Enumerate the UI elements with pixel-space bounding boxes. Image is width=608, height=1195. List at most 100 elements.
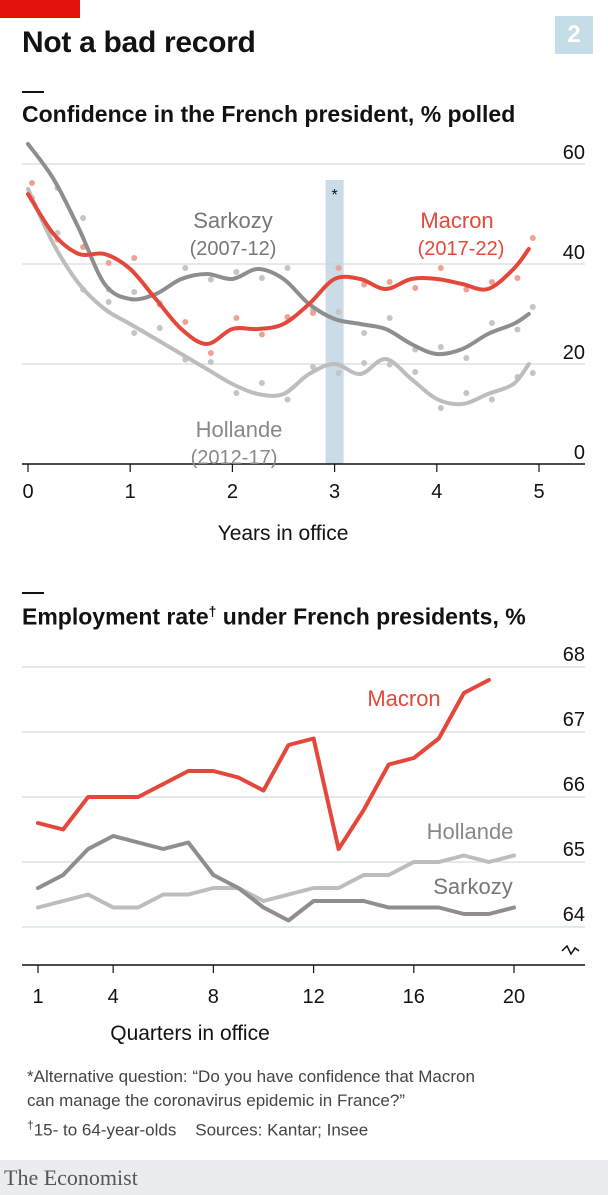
confidence-chart: * 0 20 40 60 0 1 2 3 4 5 Years in office Sarkozy (200… bbox=[22, 142, 585, 545]
x-tick-label: 1 bbox=[125, 481, 136, 503]
poll-dot bbox=[258, 275, 265, 281]
chart-card: Not a bad record 2 Confidence in the Fre… bbox=[0, 0, 593, 1143]
employment-subtitle: Employment rate† under French presidents… bbox=[22, 603, 526, 631]
band-asterisk: * bbox=[331, 187, 337, 204]
x-tick-label: 16 bbox=[403, 986, 425, 1008]
poll-dot bbox=[284, 396, 291, 403]
poll-dot bbox=[386, 279, 393, 285]
employment-chart: 64 65 66 67 68 1 4 8 12 16 20 Quarters in office Mac… bbox=[22, 644, 585, 1045]
poll-dot bbox=[207, 359, 214, 365]
poll-dot bbox=[105, 260, 112, 266]
poll-dot bbox=[156, 325, 163, 331]
x-tick-label: 20 bbox=[503, 986, 525, 1008]
poll-dot bbox=[529, 370, 536, 376]
poll-dot bbox=[361, 360, 368, 366]
poll-dot bbox=[514, 326, 521, 333]
footnote-line-2: can manage the coronavirus epidemic in F… bbox=[27, 1091, 405, 1110]
poll-dot bbox=[182, 265, 189, 271]
line-macron bbox=[26, 192, 531, 347]
poll-dot bbox=[386, 315, 393, 321]
x-tick-label: 8 bbox=[208, 986, 219, 1008]
y-tick-label: 65 bbox=[563, 839, 585, 861]
poll-dot bbox=[207, 276, 214, 283]
line-macron bbox=[36, 678, 491, 851]
poll-dot bbox=[529, 304, 536, 310]
employment-subtitle-main: Employment rate bbox=[22, 603, 209, 630]
x-tick-label: 5 bbox=[533, 481, 544, 503]
poll-dot bbox=[131, 289, 138, 295]
y-tick-label: 0 bbox=[574, 442, 585, 464]
footnotes: *Alternative question: “Do you have conf… bbox=[27, 1065, 587, 1143]
x-tick-label: 4 bbox=[431, 481, 442, 503]
employment-subtitle-rest: under French presidents, % bbox=[216, 603, 526, 630]
footnote-sources: 15- to 64-year-olds Sources: Kantar; Ins… bbox=[33, 1120, 369, 1140]
poll-dot bbox=[335, 370, 342, 376]
poll-dot bbox=[463, 390, 470, 396]
line-hollande bbox=[36, 853, 516, 910]
poll-dot bbox=[105, 299, 112, 305]
footnote-mark: † bbox=[27, 1118, 34, 1132]
x-tick-label: 1 bbox=[32, 986, 43, 1008]
x-tick-label: 3 bbox=[329, 481, 340, 503]
poll-dot bbox=[463, 286, 470, 293]
label-hollande-years: (2012-17) bbox=[191, 447, 278, 469]
poll-dot bbox=[233, 390, 240, 396]
y-tick-label: 66 bbox=[563, 774, 585, 796]
confidence-subtitle: Confidence in the French president, % po… bbox=[22, 101, 516, 127]
poll-dot bbox=[335, 309, 342, 315]
poll-dot bbox=[529, 235, 536, 241]
label-macron-years: (2017-22) bbox=[418, 238, 505, 260]
y-tick-label: 40 bbox=[563, 242, 585, 264]
poll-dot bbox=[514, 275, 521, 281]
x-axis-label: Quarters in office bbox=[110, 1022, 270, 1045]
poll-dot bbox=[258, 380, 265, 386]
poll-dot bbox=[488, 320, 495, 326]
poll-dot bbox=[437, 265, 444, 271]
poll-dot bbox=[463, 355, 470, 361]
poll-dot bbox=[80, 215, 87, 221]
y-tick-label: 60 bbox=[563, 142, 585, 164]
y-tick-label: 67 bbox=[563, 709, 585, 731]
line-sarkozy bbox=[36, 834, 516, 923]
label-sarkozy: Sarkozy bbox=[433, 874, 512, 899]
chart-title: Not a bad record bbox=[22, 26, 256, 59]
red-tag bbox=[0, 0, 80, 18]
footnote-line-3: †15- to 64-year-olds Sources: Kantar; In… bbox=[27, 1113, 587, 1143]
poll-dot bbox=[233, 315, 240, 321]
label-sarkozy: Sarkozy bbox=[193, 208, 272, 233]
x-tick-label: 0 bbox=[22, 481, 33, 503]
poll-dot bbox=[310, 310, 317, 316]
section-rule-2 bbox=[22, 592, 44, 594]
poll-dot bbox=[131, 330, 138, 336]
x-tick-label: 2 bbox=[227, 481, 238, 503]
y-tick-label: 68 bbox=[563, 644, 585, 666]
line-hollande bbox=[26, 187, 531, 407]
poll-dot bbox=[207, 350, 214, 356]
y-tick-label: 64 bbox=[563, 904, 585, 926]
poll-dot bbox=[412, 285, 419, 291]
poll-dot bbox=[29, 180, 35, 186]
footer-bar bbox=[0, 1160, 608, 1195]
label-hollande: Hollande bbox=[196, 417, 283, 442]
poll-dot bbox=[182, 319, 189, 325]
x-axis-label: Years in office bbox=[218, 522, 349, 545]
label-macron: Macron bbox=[367, 686, 440, 711]
line-sarkozy bbox=[26, 142, 531, 357]
poll-dot bbox=[310, 364, 317, 370]
x-tick-label: 4 bbox=[108, 986, 119, 1008]
axis-break-icon bbox=[561, 944, 580, 956]
label-macron: Macron bbox=[420, 208, 493, 233]
x-tick-label: 12 bbox=[302, 986, 324, 1008]
y-tick-label: 20 bbox=[563, 342, 585, 364]
employment-subtitle-mark: † bbox=[208, 603, 217, 619]
section-rule bbox=[22, 91, 44, 93]
poll-dot bbox=[335, 265, 342, 271]
highlight-band bbox=[325, 180, 344, 464]
chart-number-badge: 2 bbox=[555, 16, 593, 54]
footnote-line-1: *Alternative question: “Do you have conf… bbox=[27, 1067, 475, 1086]
poll-dot bbox=[488, 396, 495, 403]
poll-dot bbox=[233, 269, 240, 275]
label-sarkozy-years: (2007-12) bbox=[190, 238, 277, 260]
brand-logo: The Economist bbox=[4, 1165, 138, 1190]
poll-dot bbox=[361, 330, 368, 336]
